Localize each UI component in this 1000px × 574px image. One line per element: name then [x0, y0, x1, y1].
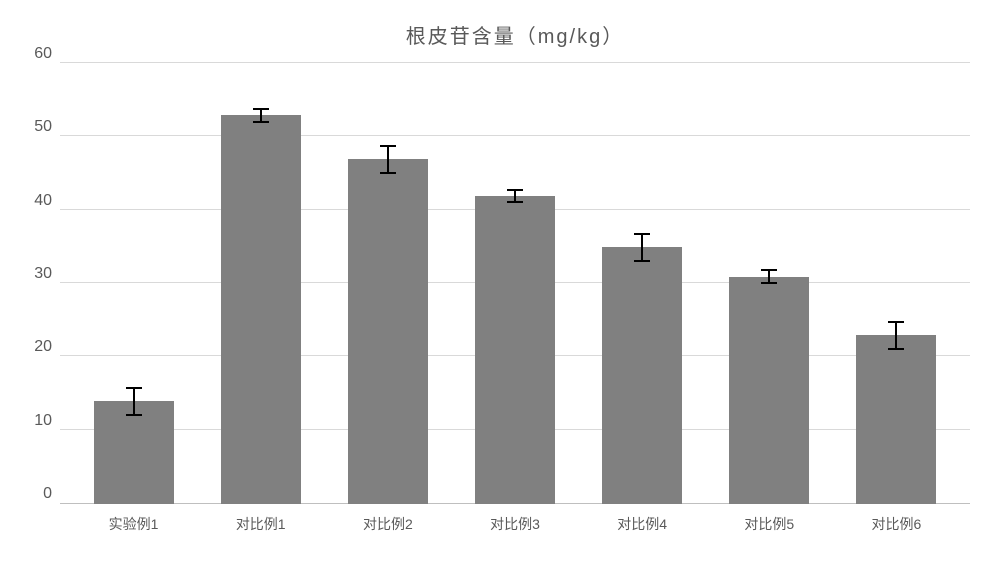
- error-cap-bottom: [761, 282, 777, 284]
- y-tick-label: 40: [34, 192, 52, 210]
- y-tick-label: 20: [34, 338, 52, 356]
- x-tick-label: 对比例2: [324, 514, 451, 534]
- error-bar: [641, 233, 643, 262]
- bar: [856, 335, 936, 504]
- bar-group: [579, 247, 706, 504]
- bar-group: [324, 159, 451, 504]
- y-tick-label: 50: [34, 118, 52, 136]
- bar-group: [706, 277, 833, 504]
- bar-group: [451, 196, 578, 504]
- x-tick-label: 实验例1: [70, 514, 197, 534]
- y-axis: 0102030405060: [20, 64, 60, 504]
- bars-container: [60, 64, 970, 504]
- error-bar: [133, 387, 135, 416]
- error-cap-bottom: [507, 201, 523, 203]
- chart-title: 根皮苷含量（mg/kg）: [60, 20, 970, 49]
- error-cap-top: [380, 145, 396, 147]
- bar: [348, 159, 428, 504]
- y-tick-label: 30: [34, 265, 52, 283]
- y-tick-label: 0: [43, 485, 52, 503]
- plot-area: 0102030405060 实验例1对比例1对比例2对比例3对比例4对比例5对比…: [60, 64, 970, 504]
- error-cap-bottom: [380, 172, 396, 174]
- y-tick-label: 10: [34, 412, 52, 430]
- x-tick-label: 对比例5: [706, 514, 833, 534]
- x-tick-label: 对比例3: [451, 514, 578, 534]
- error-bar: [895, 321, 897, 350]
- error-cap-top: [761, 269, 777, 271]
- bar: [475, 196, 555, 504]
- error-cap-bottom: [126, 414, 142, 416]
- y-tick-label: 60: [34, 45, 52, 63]
- x-tick-label: 对比例4: [579, 514, 706, 534]
- chart-container: 根皮苷含量（mg/kg） 0102030405060 实验例1对比例1对比例2对…: [0, 0, 1000, 574]
- gridline: [60, 62, 970, 63]
- x-tick-label: 对比例1: [197, 514, 324, 534]
- error-cap-bottom: [253, 121, 269, 123]
- error-cap-top: [507, 189, 523, 191]
- bar: [221, 115, 301, 504]
- bar-group: [833, 335, 960, 504]
- error-cap-bottom: [888, 348, 904, 350]
- x-tick-label: 对比例6: [833, 514, 960, 534]
- bar: [94, 401, 174, 504]
- error-bar: [387, 145, 389, 174]
- error-cap-bottom: [634, 260, 650, 262]
- bar-group: [70, 401, 197, 504]
- bar-group: [197, 115, 324, 504]
- bar: [729, 277, 809, 504]
- error-cap-top: [888, 321, 904, 323]
- bar: [602, 247, 682, 504]
- x-axis-labels: 实验例1对比例1对比例2对比例3对比例4对比例5对比例6: [60, 514, 970, 534]
- error-cap-top: [253, 108, 269, 110]
- error-cap-top: [126, 387, 142, 389]
- error-cap-top: [634, 233, 650, 235]
